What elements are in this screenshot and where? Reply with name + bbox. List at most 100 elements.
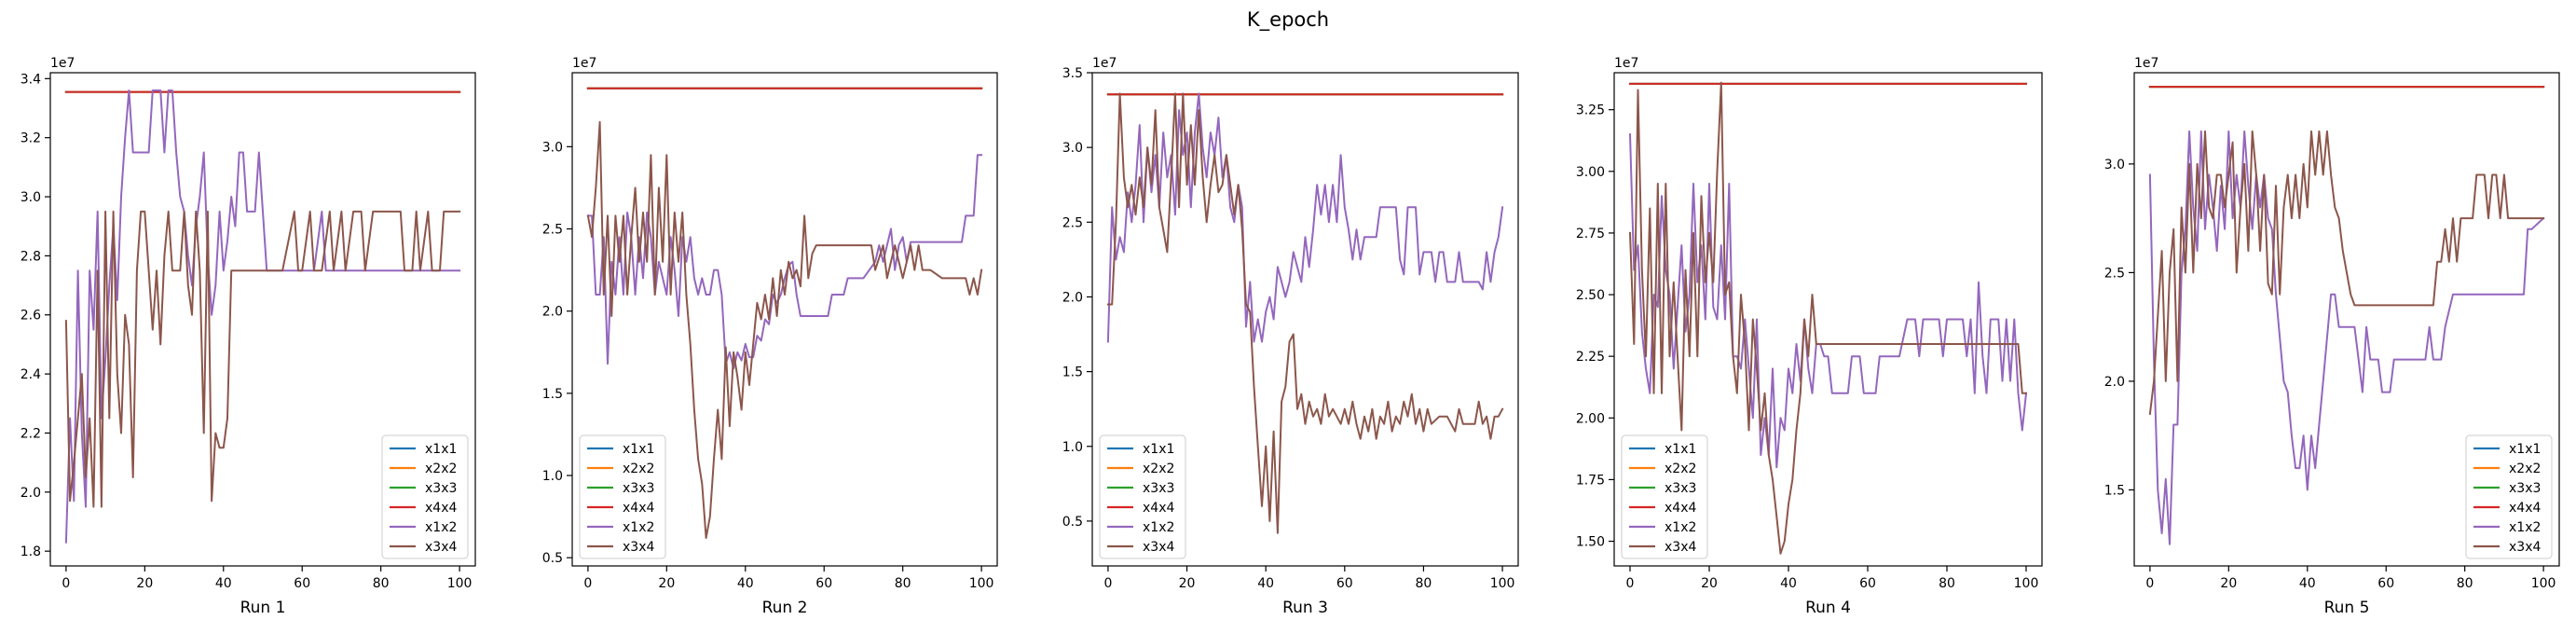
legend: x1x1 x2x2 x3x3 x4x4 x1x2 x3x4 <box>2465 434 2553 559</box>
legend-label-x1x2: x1x2 <box>1143 520 1174 535</box>
axes-frame <box>571 72 998 567</box>
legend-label-x3x3: x3x3 <box>425 481 457 496</box>
legend-label-x1x1: x1x1 <box>1143 442 1174 457</box>
series-group <box>1106 92 1504 534</box>
legend-label-x1x1: x1x1 <box>2509 442 2541 457</box>
series-line-x3x4 <box>1628 81 2027 555</box>
y-tick-label: 0.5 <box>1062 515 1083 530</box>
legend-label-x3x4: x3x4 <box>1143 540 1174 555</box>
y-tick-label: 2.6 <box>21 309 41 324</box>
y-tick-label: 2.75 <box>1576 227 1605 241</box>
y-offset-label: 1e7 <box>50 56 75 71</box>
legend: x1x1 x2x2 x3x3 x4x4 x1x2 x3x4 <box>381 434 469 559</box>
y-tick-label: 1.8 <box>21 544 41 559</box>
legend-label-x3x4: x3x4 <box>425 540 457 555</box>
legend-label-x3x3: x3x3 <box>2509 481 2541 496</box>
x-tick-label: 100 <box>447 576 473 591</box>
legend-label-x2x2: x2x2 <box>425 462 457 476</box>
y-tick-label: 3.0 <box>1062 141 1083 156</box>
legend-label-x4x4: x4x4 <box>2509 501 2541 516</box>
chart-panel-1: 0 20 40 60 80 100 1.8 2.0 2.2 2.4 2.6 2.8 3.0 3.2 3.4 1… <box>21 56 476 617</box>
x-tick-label: 40 <box>2299 576 2316 591</box>
x-tick-label: 60 <box>1859 576 1876 591</box>
x-tick-label: 40 <box>215 576 232 591</box>
legend-label-x2x2: x2x2 <box>2509 462 2541 476</box>
series-group <box>586 87 983 539</box>
x-axis-title: Run 5 <box>2324 599 2370 617</box>
y-tick-label: 2.25 <box>1576 350 1605 365</box>
legend-label-x3x3: x3x3 <box>1665 481 1696 496</box>
y-tick-label: 1.0 <box>1062 440 1083 455</box>
axes-frame <box>2133 72 2560 567</box>
x-tick-label: 0 <box>1626 576 1635 591</box>
x-tick-label: 40 <box>737 576 754 591</box>
x-tick-label: 100 <box>969 576 994 591</box>
axes-frame <box>1091 72 1519 567</box>
x-tick-label: 80 <box>2457 576 2473 591</box>
y-tick-label: 2.2 <box>21 426 41 441</box>
x-tick-label: 20 <box>658 576 675 591</box>
y-offset-label: 1e7 <box>1614 56 1638 71</box>
x-tick-label: 20 <box>1701 576 1718 591</box>
legend-label-x1x2: x1x2 <box>1665 520 1696 535</box>
legend-label-x4x4: x4x4 <box>623 501 654 516</box>
chart-panel-2: 0 20 40 60 80 100 0.5 1.0 1.5 2.0 2.5 3.0 1e7 Run 2 x1… <box>542 56 998 617</box>
legend-label-x1x1: x1x1 <box>1665 442 1696 457</box>
y-tick-label: 1.50 <box>1576 535 1605 550</box>
legend-label-x4x4: x4x4 <box>425 501 457 516</box>
x-tick-label: 60 <box>2377 576 2394 591</box>
legend-label-x1x1: x1x1 <box>425 442 457 457</box>
legend-label-x1x2: x1x2 <box>425 520 457 535</box>
series-line-x1x2 <box>586 154 983 370</box>
x-axis-title: Run 2 <box>762 599 808 617</box>
x-tick-label: 100 <box>1490 576 1515 591</box>
y-tick-label: 2.50 <box>1576 288 1605 303</box>
y-tick-label: 2.5 <box>542 223 563 238</box>
x-tick-label: 20 <box>1179 576 1196 591</box>
x-tick-label: 0 <box>583 576 592 591</box>
axes-frame <box>49 72 476 567</box>
legend-label-x1x1: x1x1 <box>623 442 654 457</box>
x-tick-label: 80 <box>1939 576 1955 591</box>
x-tick-label: 40 <box>1257 576 1274 591</box>
y-tick-label: 1.5 <box>1062 365 1083 380</box>
x-tick-label: 80 <box>895 576 911 591</box>
series-line-x1x2 <box>2148 130 2545 545</box>
y-tick-label: 2.8 <box>21 249 41 264</box>
legend-label-x3x4: x3x4 <box>1665 540 1696 555</box>
y-tick-label: 3.4 <box>21 72 41 87</box>
series-line-x3x4 <box>64 210 461 508</box>
chart-panel-4: 0 20 40 60 80 100 1.50 1.75 2.00 2.25 2.50 2.75 3.00… <box>1576 56 2043 617</box>
y-tick-label: 2.0 <box>1062 290 1083 305</box>
series-group <box>64 90 461 544</box>
y-tick-label: 3.0 <box>21 190 41 205</box>
axes-frame <box>1613 72 2043 567</box>
legend: x1x1 x2x2 x3x3 x4x4 x1x2 x3x4 <box>579 434 666 559</box>
y-offset-label: 1e7 <box>2134 56 2158 71</box>
x-tick-label: 60 <box>294 576 310 591</box>
x-tick-label: 40 <box>1780 576 1797 591</box>
x-tick-label: 60 <box>1336 576 1353 591</box>
series-line-x3x4 <box>2148 130 2545 416</box>
y-tick-label: 1.5 <box>2104 483 2125 498</box>
legend-label-x3x3: x3x3 <box>623 481 654 496</box>
x-tick-label: 80 <box>1416 576 1432 591</box>
x-axis-title: Run 1 <box>240 599 286 617</box>
legend-label-x1x2: x1x2 <box>2509 520 2541 535</box>
chart-panel-5: 0 20 40 60 80 100 1.5 2.0 2.5 3.0 1e7 Run 5 x1x1 x2x2… <box>2104 56 2560 617</box>
y-tick-label: 0.5 <box>542 551 563 566</box>
y-tick-label: 2.5 <box>1062 215 1083 230</box>
series-line-x3x4 <box>1106 92 1504 534</box>
y-tick-label: 2.0 <box>542 305 563 320</box>
series-line-x1x2 <box>1628 133 2028 469</box>
legend-label-x2x2: x2x2 <box>623 462 654 476</box>
legend: x1x1 x2x2 x3x3 x4x4 x1x2 x3x4 <box>1621 434 1708 559</box>
y-offset-label: 1e7 <box>572 56 596 71</box>
y-tick-label: 2.4 <box>21 367 41 382</box>
figure-title: K_epoch <box>1247 8 1329 32</box>
legend: x1x1 x2x2 x3x3 x4x4 x1x2 x3x4 <box>1099 434 1186 559</box>
series-line-x3x4 <box>586 120 983 539</box>
legend-label-x2x2: x2x2 <box>1143 462 1174 476</box>
legend-label-x1x2: x1x2 <box>623 520 654 535</box>
